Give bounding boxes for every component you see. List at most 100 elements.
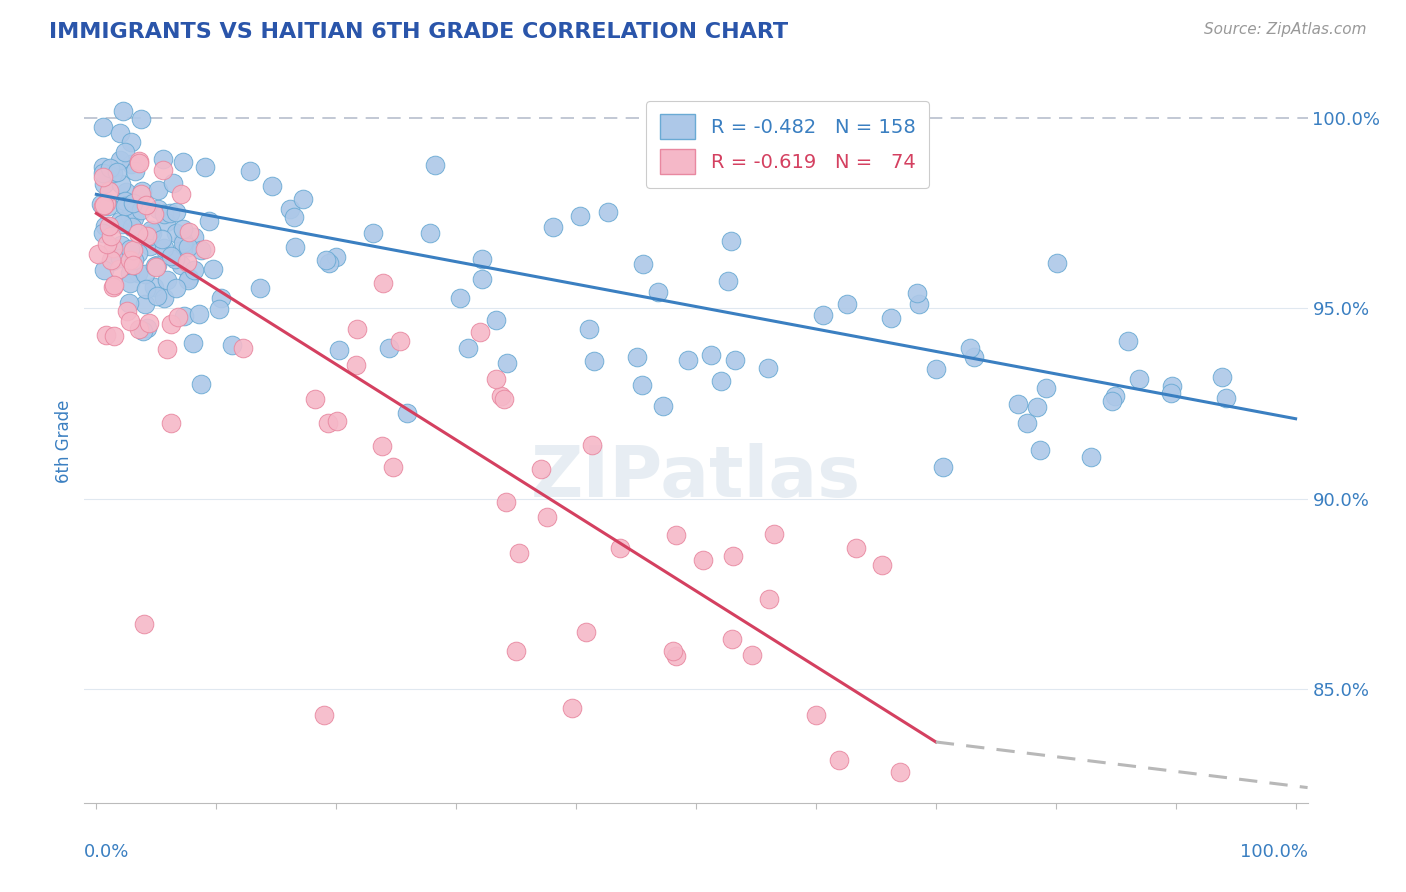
Point <box>165 281 187 295</box>
Point <box>120 314 142 328</box>
Point <box>155 215 177 229</box>
Point <box>91 120 114 134</box>
Point <box>91 199 114 213</box>
Point <box>118 276 141 290</box>
Point <box>114 186 136 200</box>
Point <box>190 377 212 392</box>
Point <box>346 322 368 336</box>
Point <box>170 186 193 201</box>
Point <box>150 232 173 246</box>
Point <box>762 527 785 541</box>
Text: IMMIGRANTS VS HAITIAN 6TH GRADE CORRELATION CHART: IMMIGRANTS VS HAITIAN 6TH GRADE CORRELAT… <box>49 22 789 42</box>
Point <box>959 341 981 355</box>
Point <box>508 546 530 560</box>
Point <box>661 644 683 658</box>
Point <box>278 202 301 217</box>
Point <box>1101 394 1123 409</box>
Point <box>129 187 152 202</box>
Point <box>377 342 399 356</box>
Point <box>1080 450 1102 465</box>
Point <box>118 266 141 280</box>
Point <box>128 154 150 169</box>
Point <box>105 165 128 179</box>
Point <box>134 297 156 311</box>
Point <box>665 528 688 542</box>
Point <box>111 103 134 118</box>
Point <box>758 591 780 606</box>
Point <box>845 541 868 555</box>
Point <box>101 241 124 255</box>
Point <box>103 280 125 294</box>
Point <box>139 228 162 243</box>
Point <box>120 209 142 223</box>
Point <box>325 250 347 264</box>
Point <box>468 325 491 339</box>
Point <box>291 192 314 206</box>
Point <box>419 226 441 240</box>
Point <box>721 549 744 563</box>
Point <box>91 167 114 181</box>
Point <box>1128 371 1150 385</box>
Point <box>631 257 654 271</box>
Point <box>135 198 157 212</box>
Point <box>183 230 205 244</box>
Point <box>315 253 337 268</box>
Point <box>678 353 700 368</box>
Point <box>485 313 508 327</box>
Point <box>260 179 283 194</box>
Point <box>129 112 152 127</box>
Point <box>143 260 166 274</box>
Point <box>108 126 131 140</box>
Point <box>176 255 198 269</box>
Point <box>561 700 583 714</box>
Point <box>813 308 835 322</box>
Legend: R = -0.482   N = 158, R = -0.619   N =   74: R = -0.482 N = 158, R = -0.619 N = 74 <box>647 101 929 187</box>
Point <box>665 648 688 663</box>
Point <box>96 195 118 210</box>
Point <box>880 310 903 325</box>
Point <box>907 297 929 311</box>
Point <box>889 765 911 780</box>
Point <box>148 183 170 197</box>
Point <box>165 226 187 240</box>
Point <box>193 160 215 174</box>
Text: ZIPatlas: ZIPatlas <box>531 443 860 512</box>
Point <box>495 495 517 509</box>
Point <box>652 399 675 413</box>
Point <box>381 459 404 474</box>
Point <box>489 389 512 403</box>
Point <box>96 236 118 251</box>
Point <box>121 243 143 257</box>
Point <box>108 213 131 227</box>
Point <box>1161 379 1184 393</box>
Point <box>870 558 893 573</box>
Point <box>97 219 120 233</box>
Point <box>1029 443 1052 458</box>
Point <box>91 160 114 174</box>
Point <box>190 243 212 257</box>
Point <box>136 228 159 243</box>
Point <box>98 161 121 176</box>
Point <box>569 209 592 223</box>
Point <box>710 374 733 388</box>
Point <box>1026 400 1049 414</box>
Point <box>396 406 419 420</box>
Point <box>173 309 195 323</box>
Point <box>804 708 827 723</box>
Point <box>110 177 132 191</box>
Point <box>101 253 124 268</box>
Point <box>124 253 146 268</box>
Point <box>114 145 136 159</box>
Point <box>179 226 201 240</box>
Point <box>108 153 131 168</box>
Point <box>100 228 122 243</box>
Point <box>146 258 169 272</box>
Point <box>700 348 723 362</box>
Point <box>578 322 600 336</box>
Point <box>328 343 350 357</box>
Point <box>484 372 506 386</box>
Point <box>471 272 494 286</box>
Point <box>139 222 162 236</box>
Point <box>304 392 326 407</box>
Point <box>107 261 129 276</box>
